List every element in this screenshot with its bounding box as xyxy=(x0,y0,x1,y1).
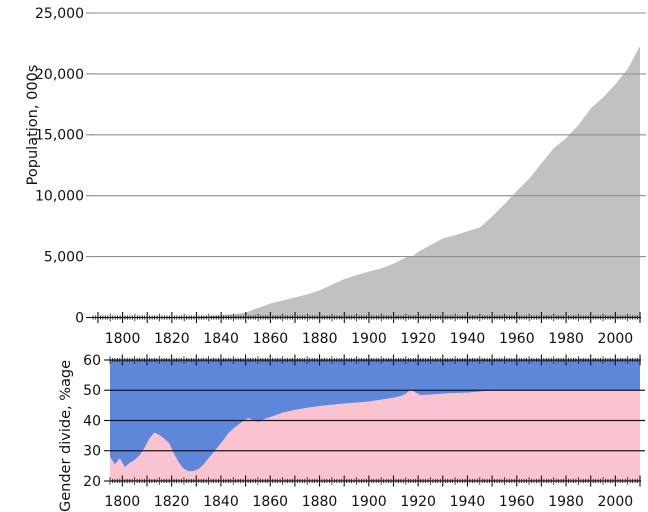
x-tick-label: 1860 xyxy=(253,331,289,347)
y-tick-label: 0 xyxy=(75,310,84,326)
gender-divide-chart: 20 30 40 50 60 1800 1820 1840 1860 1880 1900 1920 19… xyxy=(58,353,645,512)
gender-plot-area: 20 30 40 50 60 1800 1820 1840 1860 1880 1900 1920 19… xyxy=(83,353,645,510)
x-tick-label: 1820 xyxy=(154,494,190,510)
gender-y-tick-labels: 20 30 40 50 60 xyxy=(83,353,110,490)
x-tick-label: 1920 xyxy=(400,494,436,510)
x-tick-label: 1880 xyxy=(302,494,338,510)
x-tick-label: 1900 xyxy=(351,331,387,347)
y-tick-label: 20,000 xyxy=(35,67,84,83)
x-tick-label: 2000 xyxy=(598,494,634,510)
male-area xyxy=(110,360,640,472)
y-tick-label: 25,000 xyxy=(35,6,84,22)
x-tick-label: 1900 xyxy=(351,494,387,510)
gender-gridlines xyxy=(110,389,645,452)
y-tick-label: 50 xyxy=(83,383,101,399)
population-x-tick-labels: 1800 1820 1840 1860 1880 1900 1920 1940 1960 1980… xyxy=(105,331,633,347)
y-tick-label: 60 xyxy=(83,353,101,369)
x-tick-label: 1820 xyxy=(154,331,190,347)
population-area xyxy=(93,45,640,318)
x-tick-label: 1800 xyxy=(105,494,141,510)
y-tick-label: 15,000 xyxy=(35,128,84,144)
gender-bottom-axis xyxy=(109,475,641,487)
y-tick-label: 40 xyxy=(83,413,101,429)
y-tick-label: 20 xyxy=(83,474,101,490)
x-tick-label: 1960 xyxy=(499,494,535,510)
population-x-axis xyxy=(92,312,641,323)
x-tick-label: 2000 xyxy=(598,331,634,347)
female-area xyxy=(110,389,640,481)
gender-y-axis-title: Gender divide, %age xyxy=(58,360,74,512)
population-y-axis-title: Population, 000s xyxy=(25,65,41,186)
x-tick-label: 1920 xyxy=(400,331,436,347)
x-tick-label: 1980 xyxy=(548,494,584,510)
x-tick-label: 1860 xyxy=(252,494,288,510)
population-gridlines xyxy=(86,12,646,319)
x-tick-label: 1880 xyxy=(302,331,338,347)
x-tick-label: 1940 xyxy=(450,331,486,347)
x-tick-label: 1960 xyxy=(499,331,535,347)
x-tick-label: 1940 xyxy=(450,494,486,510)
x-tick-label: 1800 xyxy=(105,331,141,347)
y-tick-label: 10,000 xyxy=(35,189,84,205)
x-tick-label: 1840 xyxy=(203,331,239,347)
gender-top-axis xyxy=(109,354,641,366)
x-tick-label: 1840 xyxy=(203,494,239,510)
x-tick-label: 1980 xyxy=(548,331,584,347)
population-y-tick-labels: 0 5,000 10,000 15,000 20,000 25,000 xyxy=(35,6,84,326)
gender-x-tick-labels: 1800 1820 1840 1860 1880 1900 1920 1940 1960 1980… xyxy=(105,494,634,510)
y-tick-label: 30 xyxy=(83,444,101,460)
y-tick-label: 5,000 xyxy=(44,250,84,266)
